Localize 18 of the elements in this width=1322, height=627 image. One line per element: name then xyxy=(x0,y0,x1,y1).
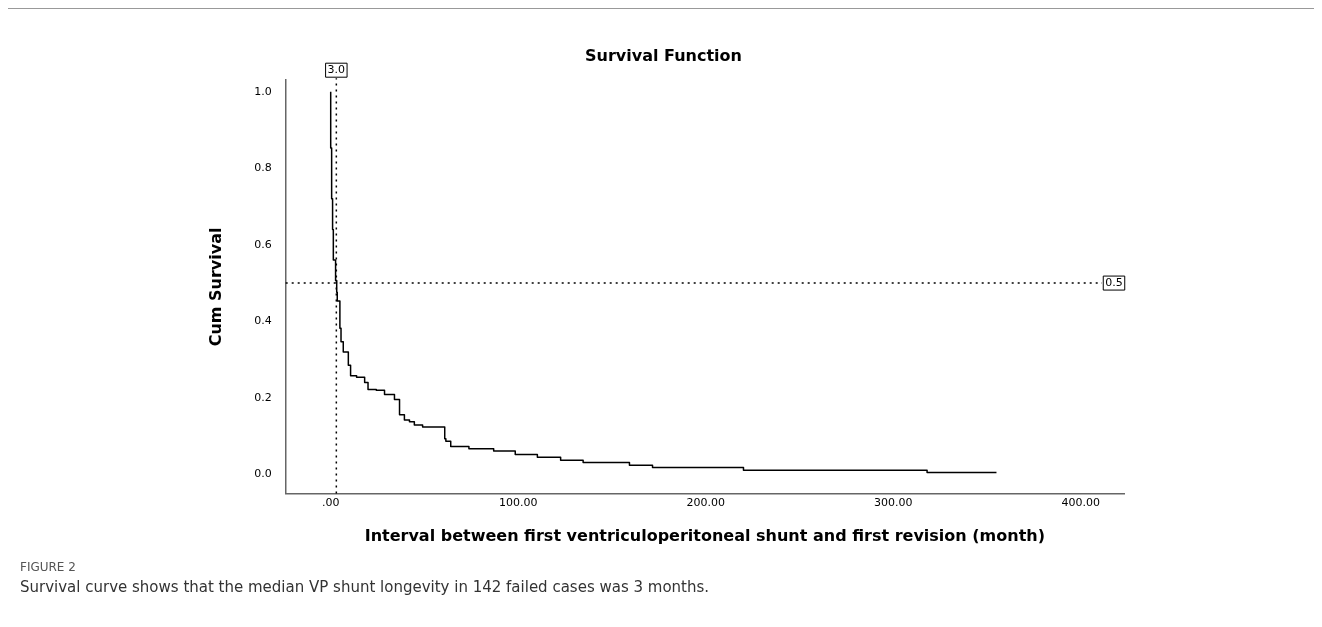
ref-line-label: 3.0 xyxy=(327,63,346,77)
x-tick-label: 100.00 xyxy=(498,496,538,510)
x-tick-label: 400.00 xyxy=(1061,496,1101,510)
caption: FIGURE 2 xyxy=(20,560,77,574)
y-tick-label: 0.6 xyxy=(254,237,272,251)
y-tick-label: 1.0 xyxy=(254,84,272,98)
x-tick-label: .00 xyxy=(321,496,340,510)
text: Survival curve shows that the median VP shunt longevity in 142 failed cases was 3 months. xyxy=(20,578,711,596)
y-axis-title: Cum Survival xyxy=(205,227,225,347)
x-axis-title: Interval between first ventriculoperitoneal shunt and first revision (month) xyxy=(364,525,1046,545)
x-tick-label: 300.00 xyxy=(874,496,913,510)
ref-line-label: 0.5 xyxy=(1105,275,1123,289)
chart-title: Survival Function xyxy=(585,45,742,65)
y-tick-label: 0.0 xyxy=(254,467,272,481)
x-tick-label: 200.00 xyxy=(686,496,726,510)
y-tick-label: 0.2 xyxy=(254,390,272,404)
y-tick-label: 0.8 xyxy=(254,161,272,175)
y-tick-label: 0.4 xyxy=(254,314,272,328)
